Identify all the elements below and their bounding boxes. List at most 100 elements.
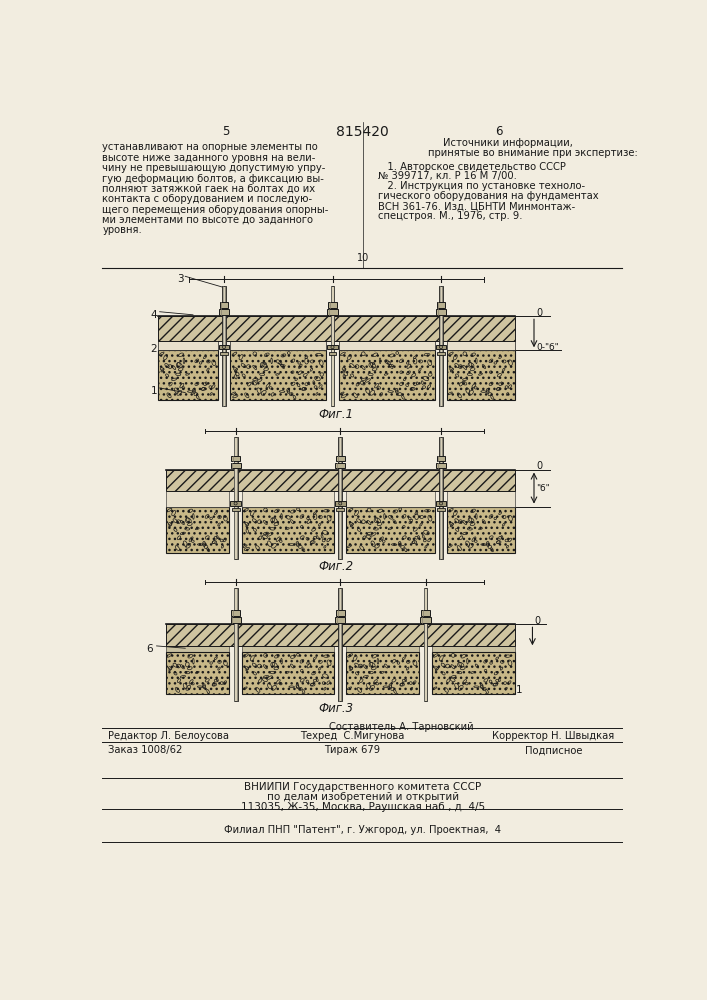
Bar	[432, 652, 515, 694]
Bar	[166, 652, 230, 694]
Bar	[439, 437, 443, 559]
Bar	[166, 646, 230, 652]
Text: Составитель А. Тарновский: Составитель А. Тарновский	[329, 722, 474, 732]
Bar	[230, 350, 327, 400]
Bar	[437, 302, 445, 308]
Text: 5: 5	[166, 323, 173, 333]
Text: ВСН 361-76. Изд. ЦБНТИ Минмонтаж-: ВСН 361-76. Изд. ЦБНТИ Минмонтаж-	[378, 201, 575, 211]
Text: 1: 1	[516, 685, 522, 695]
Text: Заказ 1008/62: Заказ 1008/62	[107, 745, 182, 755]
Bar	[436, 309, 446, 315]
Bar	[222, 286, 226, 406]
Bar	[242, 646, 334, 652]
Bar	[232, 508, 240, 511]
Bar	[339, 588, 342, 701]
Bar	[421, 617, 431, 623]
Text: Тираж 679: Тираж 679	[324, 745, 380, 755]
Bar	[436, 345, 446, 349]
Bar	[448, 341, 515, 350]
Text: 3: 3	[177, 274, 184, 284]
Bar	[230, 463, 240, 468]
Text: полняют затяжкой гаек на болтах до их: полняют затяжкой гаек на болтах до их	[103, 184, 315, 194]
Bar	[328, 302, 337, 308]
Text: 6: 6	[496, 125, 503, 138]
Text: Техред  С.Мигунова: Техред С.Мигунова	[300, 731, 404, 741]
Text: 2. Инструкция по установке техноло-: 2. Инструкция по установке техноло-	[378, 181, 585, 191]
Bar	[448, 507, 515, 553]
Text: щего перемещения оборудования опорны-: щего перемещения оборудования опорны-	[103, 205, 329, 215]
Text: 815420: 815420	[337, 125, 389, 139]
Text: 0: 0	[537, 461, 542, 471]
Text: Фиг.3: Фиг.3	[319, 702, 354, 715]
Bar	[327, 345, 338, 349]
Bar	[329, 352, 337, 355]
Bar	[337, 508, 344, 511]
Bar	[448, 350, 515, 400]
Bar	[242, 491, 334, 507]
Text: принятые во внимание при экспертизе:: принятые во внимание при экспертизе:	[428, 148, 638, 158]
Bar	[242, 507, 334, 553]
Text: Фиг.1: Фиг.1	[319, 408, 354, 421]
Bar	[331, 286, 334, 406]
Bar	[166, 470, 515, 491]
Bar	[158, 316, 515, 341]
Bar	[158, 341, 218, 350]
Bar	[336, 610, 344, 616]
Bar	[339, 341, 435, 350]
Bar	[220, 352, 228, 355]
Bar	[218, 345, 230, 349]
Text: 0: 0	[537, 308, 542, 318]
Bar	[346, 646, 419, 652]
Text: 2: 2	[151, 344, 157, 354]
Text: 113035, Ж-35, Москва, Раушская наб., д. 4/5: 113035, Ж-35, Москва, Раушская наб., д. …	[240, 802, 485, 812]
Text: 1. Авторское свидетельство СССР: 1. Авторское свидетельство СССР	[378, 162, 566, 172]
Bar	[437, 352, 445, 355]
Bar	[336, 456, 344, 461]
Text: № 399717, кл. Р 16 М 7/00.: № 399717, кл. Р 16 М 7/00.	[378, 171, 517, 181]
Bar	[423, 588, 428, 701]
Text: 5: 5	[222, 125, 229, 138]
Bar	[231, 610, 240, 616]
Bar	[166, 491, 230, 507]
Bar	[234, 437, 238, 559]
Text: 0: 0	[534, 616, 541, 626]
Bar	[346, 491, 435, 507]
Text: устанавливают на опорные элементы по: устанавливают на опорные элементы по	[103, 142, 318, 152]
Text: чину не превышающую допустимую упру-: чину не превышающую допустимую упру-	[103, 163, 326, 173]
Text: контакта с оборудованием и последую-: контакта с оборудованием и последую-	[103, 194, 312, 204]
Bar	[448, 491, 515, 507]
Text: спецстроя. М., 1976, стр. 9.: спецстроя. М., 1976, стр. 9.	[378, 211, 522, 221]
Text: "б": "б"	[537, 484, 550, 493]
Bar	[437, 456, 445, 461]
Bar	[335, 463, 345, 468]
Text: Фиг.2: Фиг.2	[319, 560, 354, 573]
Text: 0-"б": 0-"б"	[537, 343, 559, 352]
Bar	[230, 501, 241, 506]
Bar	[234, 588, 238, 701]
Bar	[432, 646, 515, 652]
Text: ми элементами по высоте до заданного: ми элементами по высоте до заданного	[103, 215, 313, 225]
Bar	[335, 501, 346, 506]
Bar	[346, 652, 419, 694]
Bar	[339, 437, 342, 559]
Text: 4: 4	[151, 310, 157, 320]
Bar	[230, 617, 240, 623]
Bar	[219, 309, 229, 315]
Bar	[242, 652, 334, 694]
Text: 6: 6	[146, 644, 153, 654]
Bar	[421, 610, 430, 616]
Bar	[231, 456, 240, 461]
Bar	[166, 624, 515, 646]
Text: Редактор Л. Белоусова: Редактор Л. Белоусова	[107, 731, 229, 741]
Bar	[346, 507, 435, 553]
Bar	[230, 341, 327, 350]
Text: по делам изобретений и открытий: по делам изобретений и открытий	[267, 792, 459, 802]
Text: гую деформацию болтов, а фиксацию вы-: гую деформацию болтов, а фиксацию вы-	[103, 174, 325, 184]
Bar	[439, 286, 443, 406]
Bar	[220, 302, 228, 308]
Text: Источники информации,: Источники информации,	[443, 138, 573, 148]
Bar	[339, 350, 435, 400]
Text: 10: 10	[356, 253, 369, 263]
Text: ВНИИПИ Государственного комитета СССР: ВНИИПИ Государственного комитета СССР	[244, 782, 481, 792]
Bar	[158, 350, 218, 400]
